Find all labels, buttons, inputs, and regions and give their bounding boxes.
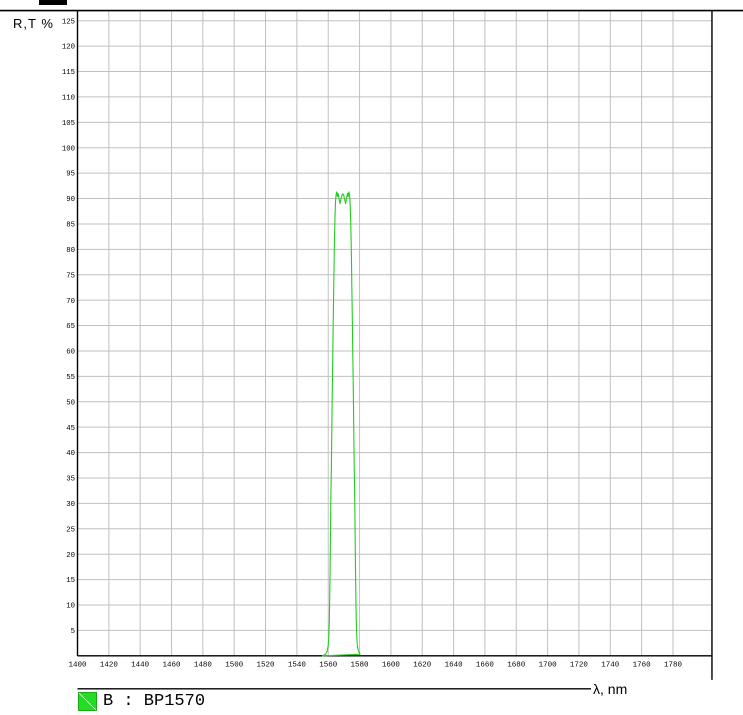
svg-text:20: 20	[66, 552, 75, 560]
svg-text:120: 120	[62, 44, 75, 52]
svg-text:80: 80	[66, 247, 75, 255]
svg-text:50: 50	[66, 399, 75, 407]
svg-text:90: 90	[66, 196, 75, 204]
svg-text:30: 30	[66, 501, 75, 509]
svg-text:110: 110	[62, 95, 75, 103]
svg-text:75: 75	[66, 272, 75, 280]
svg-text:65: 65	[66, 323, 75, 331]
svg-text:35: 35	[66, 476, 75, 484]
svg-text:15: 15	[66, 577, 75, 585]
svg-text:115: 115	[62, 69, 75, 77]
svg-text:40: 40	[66, 450, 75, 458]
svg-text:125: 125	[62, 18, 75, 26]
svg-text:85: 85	[66, 222, 75, 230]
svg-text:5: 5	[71, 628, 75, 636]
svg-text:55: 55	[66, 374, 75, 382]
svg-text:95: 95	[66, 171, 75, 179]
svg-text:60: 60	[66, 349, 75, 357]
svg-text:100: 100	[62, 145, 75, 153]
svg-text:λ, nm: λ, nm	[593, 681, 627, 697]
svg-text:105: 105	[62, 120, 75, 128]
svg-text:70: 70	[66, 298, 75, 306]
svg-text:25: 25	[66, 526, 75, 534]
svg-text:45: 45	[66, 425, 75, 433]
svg-text:10: 10	[66, 603, 75, 611]
